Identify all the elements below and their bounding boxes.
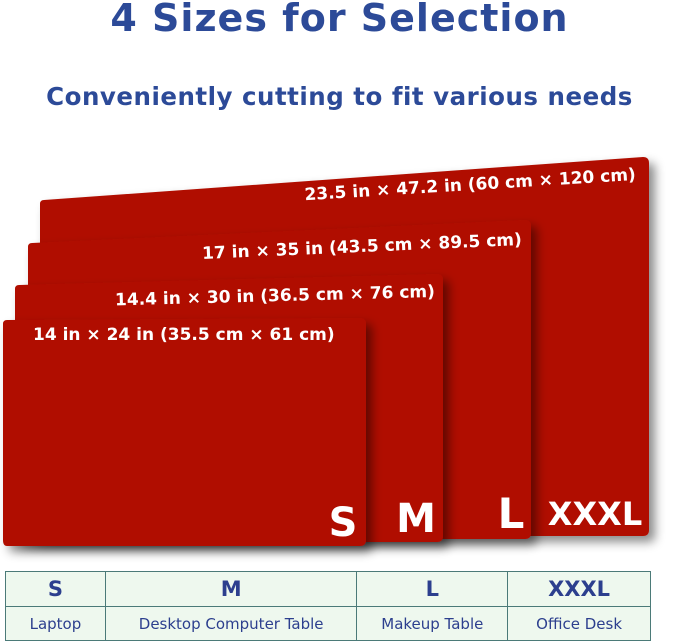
usage-cell: Makeup Table bbox=[356, 606, 509, 641]
size-row: S M L XXXL bbox=[5, 571, 651, 607]
size-usage-table: S M L XXXL Laptop Desktop Computer Table… bbox=[5, 571, 651, 641]
title: 4 Sizes for Selection bbox=[110, 0, 569, 40]
size-label-m: M bbox=[396, 496, 436, 542]
dimension-label-s: 14 in × 24 in (35.5 cm × 61 cm) bbox=[33, 325, 335, 345]
size-label-l: L bbox=[498, 489, 525, 538]
size-cell: M bbox=[104, 571, 358, 607]
usage-cell: Laptop bbox=[5, 606, 106, 641]
mats-illustration: 23.5 in × 47.2 in (60 cm × 120 cm) XXXL … bbox=[3, 157, 649, 546]
size-cell: S bbox=[5, 571, 106, 607]
usage-cell: Office Desk bbox=[507, 606, 651, 641]
size-label-s: S bbox=[329, 500, 358, 546]
usage-cell: Desktop Computer Table bbox=[104, 606, 358, 641]
subtitle: Conveniently cutting to fit various need… bbox=[46, 82, 633, 111]
size-cell: XXXL bbox=[507, 571, 651, 607]
size-label-xxxl: XXXL bbox=[548, 495, 642, 533]
size-cell: L bbox=[356, 571, 509, 607]
usage-row: Laptop Desktop Computer Table Makeup Tab… bbox=[5, 606, 651, 641]
mat-s: 14 in × 24 in (35.5 cm × 61 cm) S bbox=[3, 318, 366, 546]
